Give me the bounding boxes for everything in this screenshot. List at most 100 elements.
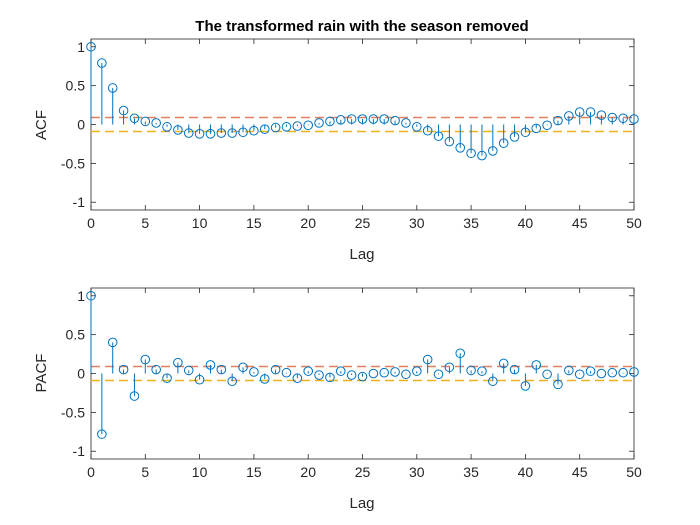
pacf-stem-marker bbox=[357, 371, 368, 382]
pacf-stem-marker bbox=[292, 373, 303, 383]
pacf-stem-marker bbox=[227, 376, 237, 387]
acf-xtick-label: 0 bbox=[87, 215, 95, 231]
acf-xtick-label: 15 bbox=[246, 215, 262, 231]
pacf-stem-marker bbox=[477, 366, 487, 376]
pacf-stem-marker bbox=[129, 391, 140, 401]
pacf-stem-marker bbox=[618, 367, 628, 378]
acf-stem-marker bbox=[368, 114, 379, 124]
pacf-stem-marker bbox=[173, 357, 183, 368]
acf-xtick-label: 20 bbox=[300, 215, 316, 231]
pacf-stem-marker bbox=[303, 366, 314, 376]
pacf-stem-marker bbox=[390, 367, 400, 377]
pacf-stem-marker bbox=[238, 362, 248, 373]
pacf-ylabel: PACF bbox=[33, 354, 50, 393]
acf-stem-marker bbox=[531, 123, 542, 134]
acf-stem-marker bbox=[281, 122, 292, 132]
pacf-xtick-label: 15 bbox=[246, 464, 262, 480]
acf-stem-marker bbox=[498, 138, 509, 148]
acf-xtick-label: 35 bbox=[463, 215, 479, 231]
pacf-xtick-label: 30 bbox=[409, 464, 425, 480]
acf-stem-marker bbox=[564, 111, 574, 121]
acf-ytick-label: 1 bbox=[77, 39, 85, 55]
acf-stem-marker bbox=[259, 124, 270, 134]
pacf-stem-marker bbox=[531, 360, 542, 370]
acf-stem-marker bbox=[97, 58, 107, 68]
acf-stem-marker bbox=[401, 118, 411, 128]
acf-ytick-label: -0.5 bbox=[61, 155, 85, 171]
pacf-plot: Lag PACF 0 5 10 15 20 25 30 35 40 45 50 -1 -0.5 0 0.5 1 bbox=[33, 287, 642, 512]
acf-ytick-label: 0 bbox=[77, 117, 85, 133]
pacf-stem-marker bbox=[216, 364, 227, 375]
pacf-stem-marker bbox=[433, 369, 444, 380]
acf-stem-marker bbox=[129, 113, 140, 124]
pacf-stem-marker bbox=[259, 374, 270, 384]
acf-stem-marker bbox=[520, 127, 531, 138]
acf-stem-marker bbox=[183, 128, 194, 138]
acf-stem-marker bbox=[162, 122, 172, 132]
acf-xtick-label: 45 bbox=[572, 215, 588, 231]
pacf-stem-marker bbox=[379, 367, 390, 378]
acf-ytick-label: 0.5 bbox=[66, 78, 86, 94]
acf-xtick-label: 5 bbox=[141, 215, 149, 231]
pacf-stem-marker bbox=[194, 374, 205, 385]
pacf-xtick-label: 5 bbox=[141, 464, 149, 480]
acf-xtick-label: 30 bbox=[409, 215, 425, 231]
acf-stem-marker bbox=[86, 41, 96, 52]
acf-stem-marker bbox=[542, 120, 552, 131]
acf-ytick-label: -1 bbox=[73, 194, 86, 210]
acf-stem-marker bbox=[151, 118, 161, 128]
acf-ylabel: ACF bbox=[33, 110, 50, 140]
pacf-stem-marker bbox=[107, 337, 118, 348]
pacf-ytick-label: -0.5 bbox=[61, 404, 85, 420]
acf-xtick-label: 10 bbox=[192, 215, 208, 231]
pacf-stem-marker bbox=[520, 381, 531, 391]
acf-xlabel: Lag bbox=[349, 246, 374, 263]
pacf-xtick-label: 10 bbox=[192, 464, 208, 480]
pacf-stem-marker bbox=[118, 364, 129, 375]
acf-stem-marker bbox=[325, 116, 335, 127]
pacf-xtick-label: 0 bbox=[87, 464, 95, 480]
pacf-stem-marker bbox=[162, 373, 172, 383]
pacf-ytick-label: 1 bbox=[77, 288, 85, 304]
pacf-stem-marker bbox=[574, 369, 585, 380]
acf-stem-marker bbox=[553, 115, 563, 126]
acf-stem-marker bbox=[335, 115, 346, 125]
pacf-stem-marker bbox=[422, 354, 433, 365]
pacf-stem-marker bbox=[455, 348, 466, 359]
acf-stem-marker bbox=[629, 114, 639, 124]
pacf-stem-marker bbox=[368, 368, 379, 379]
acf-stem-marker bbox=[107, 83, 118, 93]
pacf-stem-marker bbox=[346, 370, 357, 380]
pacf-stem-marker bbox=[542, 369, 552, 380]
acf-stem-marker bbox=[205, 129, 216, 139]
acf-stem-marker bbox=[194, 129, 205, 139]
chart-title: The transformed rain with the season rem… bbox=[195, 18, 528, 35]
pacf-stem-marker bbox=[140, 354, 151, 365]
acf-stem-marker bbox=[390, 115, 400, 126]
pacf-stem-marker bbox=[509, 364, 520, 375]
pacf-stem-marker bbox=[325, 372, 335, 383]
acf-stem-marker bbox=[433, 131, 444, 141]
acf-stem-marker bbox=[596, 110, 607, 120]
acf-stem-marker bbox=[618, 113, 628, 124]
pacf-stem-marker bbox=[183, 365, 194, 376]
pacf-stem-marker bbox=[412, 366, 422, 376]
acf-stem-marker bbox=[379, 114, 390, 124]
acf-xtick-label: 40 bbox=[518, 215, 534, 231]
acf-stem-marker bbox=[488, 146, 498, 156]
pacf-ytick-label: 0 bbox=[77, 366, 85, 382]
pacf-stem-marker bbox=[335, 366, 346, 376]
pacf-stem-marker bbox=[151, 364, 161, 375]
pacf-stem-marker bbox=[86, 290, 96, 301]
acf-stem-marker bbox=[412, 122, 422, 132]
pacf-stem-marker bbox=[249, 367, 259, 377]
acf-stem-marker bbox=[346, 114, 357, 124]
acf-stem-marker bbox=[118, 105, 129, 116]
pacf-xtick-label: 20 bbox=[300, 464, 316, 480]
pacf-stem-marker bbox=[629, 367, 639, 377]
acf-stem-marker bbox=[292, 121, 303, 131]
pacf-stem-marker bbox=[314, 370, 324, 380]
pacf-xlabel: Lag bbox=[349, 495, 374, 512]
pacf-stem-marker bbox=[97, 429, 107, 439]
